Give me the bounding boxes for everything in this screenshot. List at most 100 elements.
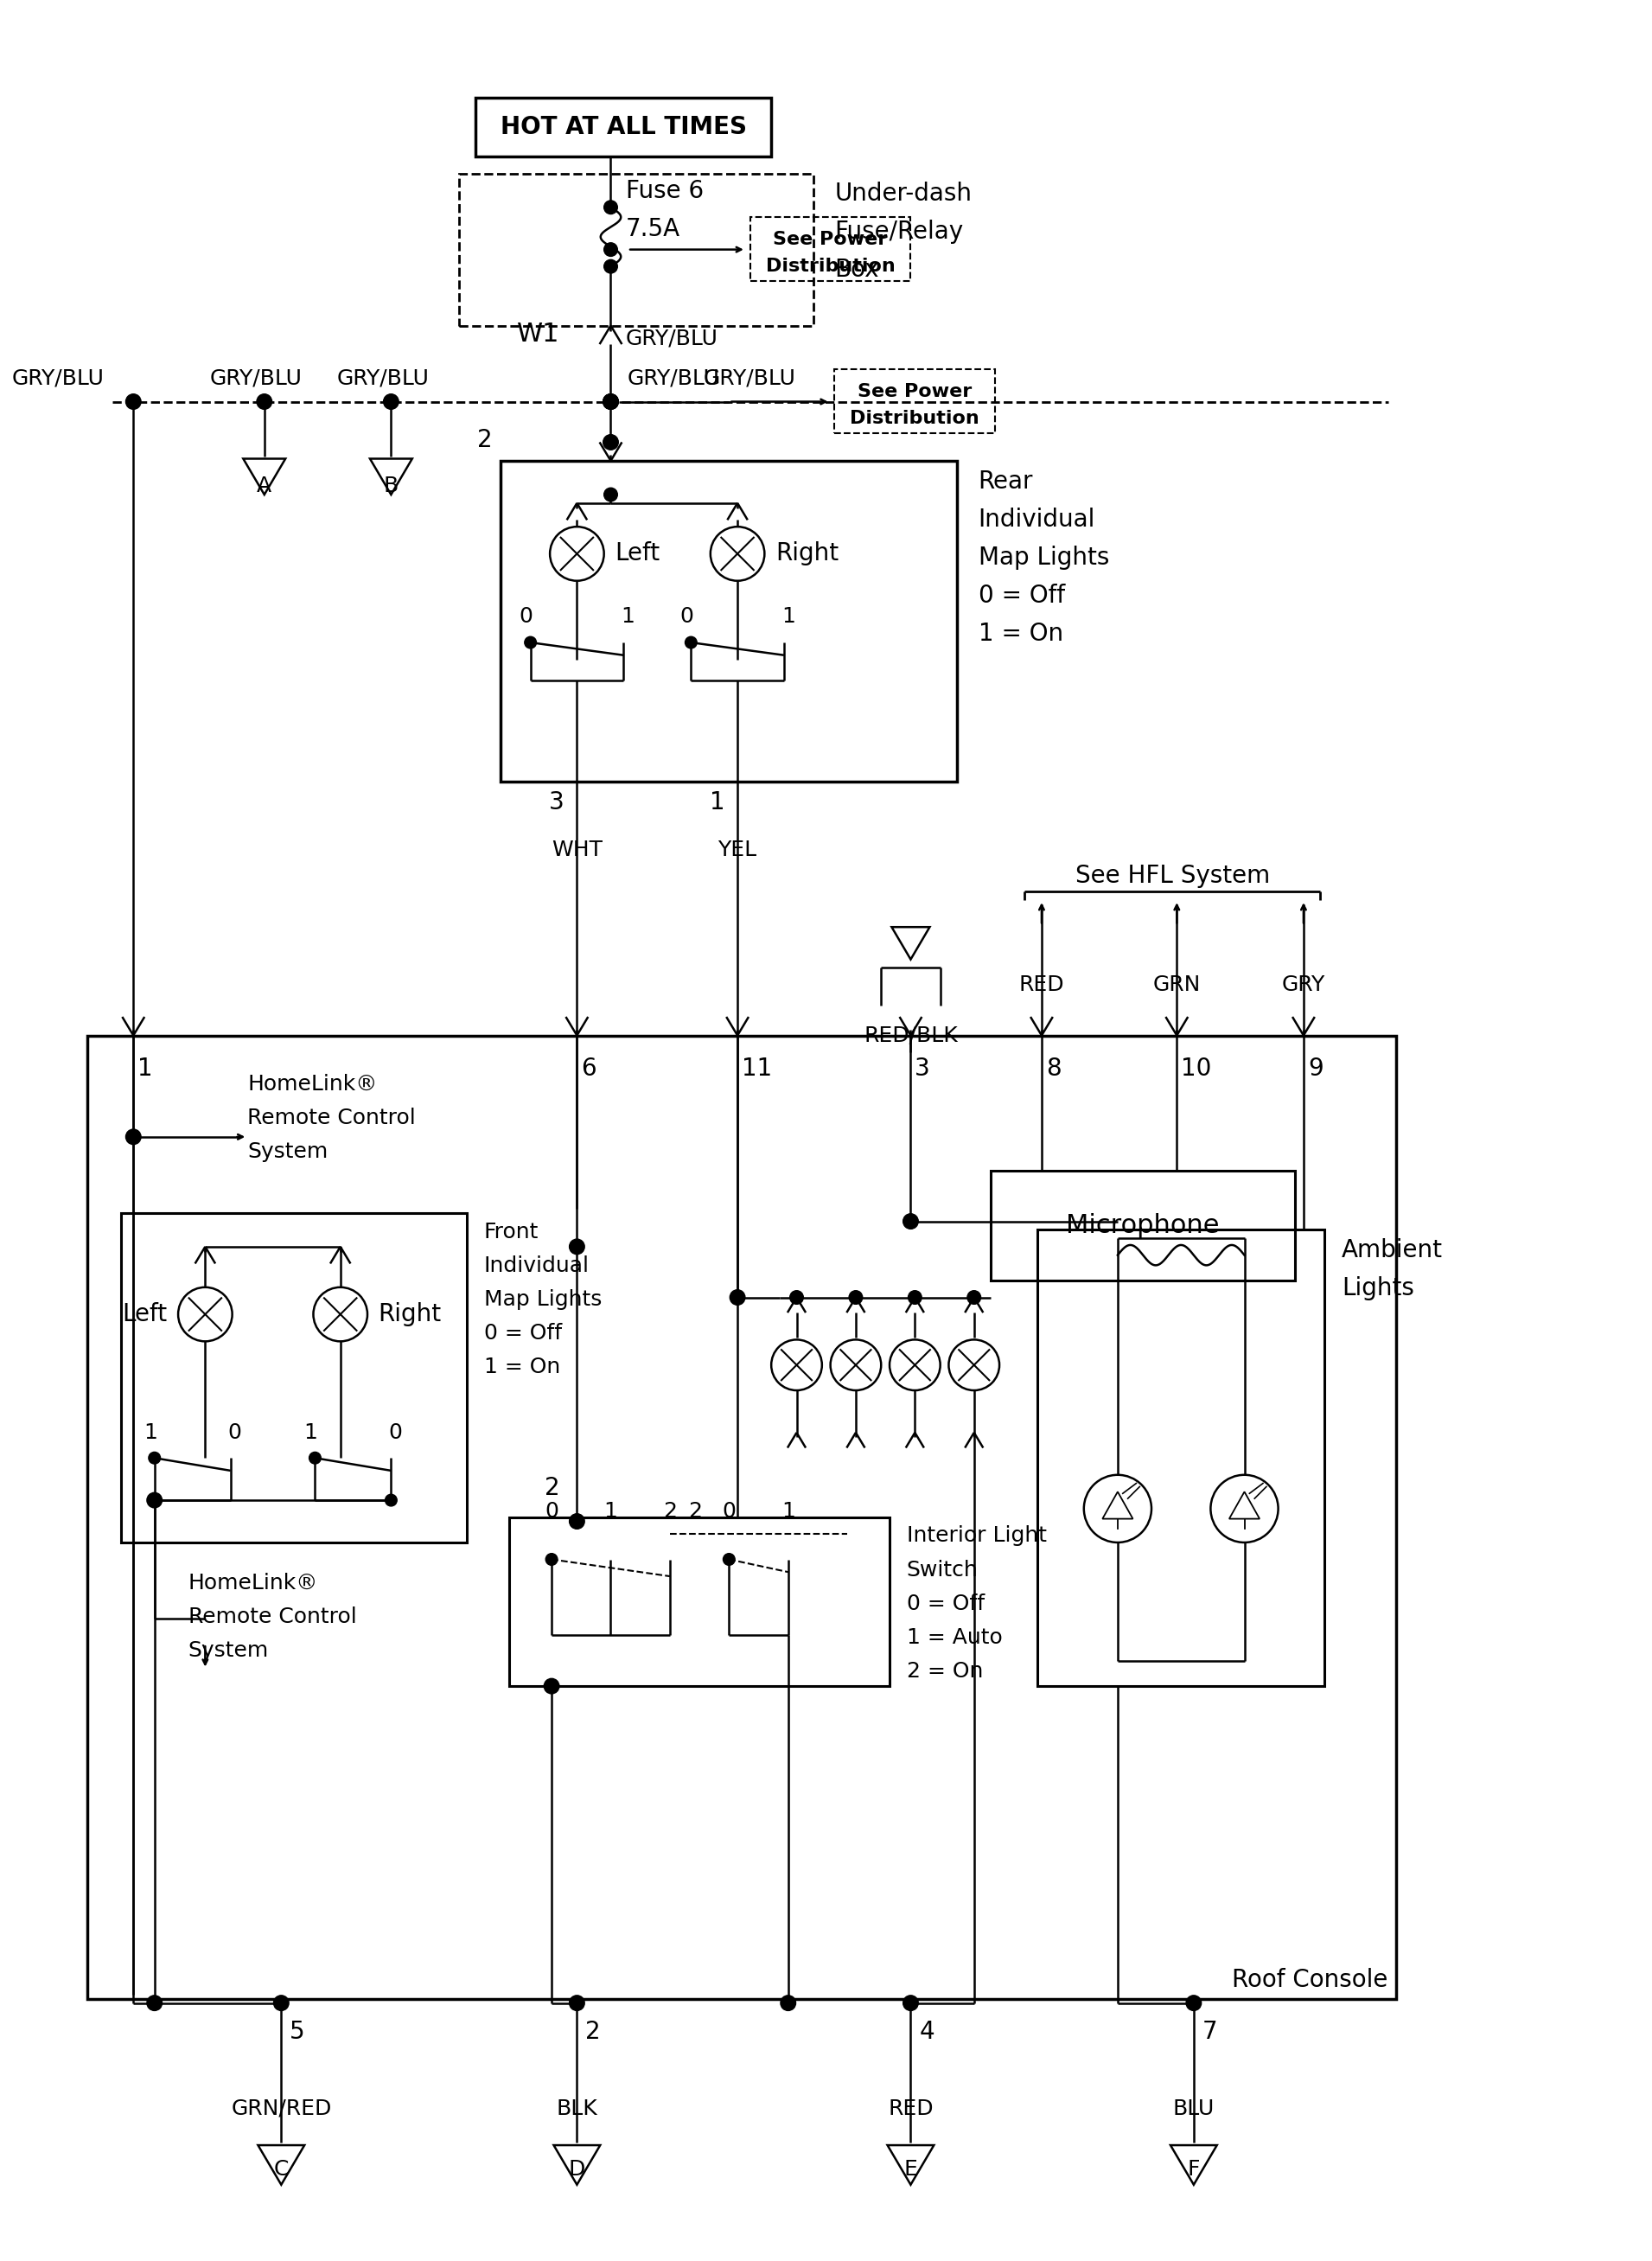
Text: GRY/BLU: GRY/BLU	[12, 369, 104, 389]
Text: F: F	[1188, 2159, 1199, 2180]
Text: 1: 1	[781, 606, 795, 626]
Text: BLU: BLU	[1173, 2098, 1214, 2119]
Circle shape	[147, 1492, 162, 1508]
Text: GRY/BLU: GRY/BLU	[337, 369, 430, 389]
Circle shape	[780, 1996, 796, 2010]
Text: Interior Light: Interior Light	[907, 1526, 1046, 1547]
Text: 0: 0	[545, 1501, 558, 1522]
Text: Right: Right	[775, 543, 839, 565]
Text: 2: 2	[545, 1476, 560, 1501]
Circle shape	[126, 393, 140, 409]
Circle shape	[385, 1495, 396, 1506]
Text: 0: 0	[722, 1501, 735, 1522]
Circle shape	[686, 638, 697, 649]
Text: RED: RED	[887, 2098, 933, 2119]
Text: 0: 0	[228, 1422, 241, 1443]
Circle shape	[603, 393, 618, 409]
Circle shape	[570, 1996, 585, 2010]
Text: Left: Left	[122, 1302, 167, 1327]
Text: 7: 7	[1203, 2019, 1218, 2044]
Text: GRY: GRY	[1282, 974, 1325, 995]
Text: C: C	[274, 2159, 289, 2180]
Text: 2: 2	[662, 1501, 677, 1522]
Text: HomeLink®: HomeLink®	[188, 1571, 319, 1594]
Text: 0: 0	[519, 606, 534, 626]
Circle shape	[605, 488, 618, 502]
Text: HOT AT ALL TIMES: HOT AT ALL TIMES	[501, 115, 747, 140]
Circle shape	[790, 1291, 803, 1305]
Circle shape	[274, 1996, 289, 2010]
Text: 9: 9	[1308, 1056, 1323, 1081]
Text: 1: 1	[144, 1422, 157, 1443]
Text: 4: 4	[919, 2019, 935, 2044]
Text: 2: 2	[689, 1501, 702, 1522]
Text: 0 = Off: 0 = Off	[907, 1594, 985, 1614]
Circle shape	[544, 1678, 558, 1693]
Text: GRN/RED: GRN/RED	[231, 2098, 332, 2119]
Bar	[991, 1171, 1295, 1280]
Text: Distribution: Distribution	[765, 258, 895, 276]
Text: Box: Box	[834, 258, 879, 283]
Circle shape	[149, 1495, 160, 1506]
Text: E: E	[904, 2159, 917, 2180]
Bar	[459, 174, 813, 326]
Text: GRY/BLU: GRY/BLU	[704, 369, 796, 389]
Text: 11: 11	[742, 1056, 771, 1081]
Circle shape	[1186, 1996, 1201, 2010]
Text: 1: 1	[710, 791, 725, 814]
Text: 1 = On: 1 = On	[978, 622, 1064, 647]
Bar	[509, 1517, 889, 1687]
Text: RED: RED	[1019, 974, 1064, 995]
Circle shape	[126, 1128, 140, 1144]
Text: 7.5A: 7.5A	[626, 217, 681, 242]
Text: See HFL System: See HFL System	[1075, 864, 1270, 889]
Text: 2: 2	[477, 427, 492, 452]
Text: W1: W1	[517, 321, 560, 346]
Bar	[834, 369, 995, 432]
Text: Switch: Switch	[907, 1560, 978, 1580]
Text: 8: 8	[1046, 1056, 1061, 1081]
Circle shape	[904, 1996, 919, 2010]
Text: 3: 3	[548, 791, 565, 814]
Text: Under-dash: Under-dash	[834, 181, 971, 206]
Circle shape	[603, 393, 618, 409]
Text: HomeLink®: HomeLink®	[248, 1074, 377, 1094]
Circle shape	[603, 434, 618, 450]
Text: 1: 1	[605, 1501, 618, 1522]
Text: Map Lights: Map Lights	[978, 545, 1108, 570]
Text: 1 = Auto: 1 = Auto	[907, 1628, 1003, 1648]
Circle shape	[849, 1291, 862, 1305]
Text: Fuse/Relay: Fuse/Relay	[834, 219, 963, 244]
Text: WHT: WHT	[552, 839, 603, 859]
Bar	[1037, 1230, 1325, 1687]
Bar	[88, 1036, 1396, 1999]
Text: A: A	[258, 475, 271, 497]
Circle shape	[570, 1513, 585, 1528]
Text: 1: 1	[781, 1501, 795, 1522]
Text: GRN: GRN	[1153, 974, 1201, 995]
Bar	[476, 97, 771, 156]
Text: 1: 1	[621, 606, 634, 626]
Text: Ambient: Ambient	[1341, 1239, 1442, 1262]
Circle shape	[525, 638, 537, 649]
Text: 3: 3	[915, 1056, 930, 1081]
Text: 0 = Off: 0 = Off	[978, 583, 1066, 608]
Circle shape	[968, 1291, 981, 1305]
Circle shape	[605, 242, 618, 255]
Text: Fuse 6: Fuse 6	[626, 179, 704, 203]
Text: System: System	[188, 1639, 269, 1662]
Text: 0 = Off: 0 = Off	[484, 1323, 562, 1343]
Circle shape	[605, 260, 618, 274]
Text: D: D	[568, 2159, 585, 2180]
Bar	[501, 461, 957, 782]
Text: Left: Left	[615, 543, 661, 565]
Text: GRY/BLU: GRY/BLU	[628, 369, 720, 389]
Text: Distribution: Distribution	[851, 409, 980, 427]
Text: 10: 10	[1181, 1056, 1211, 1081]
Text: Individual: Individual	[484, 1255, 590, 1275]
Text: 1 = On: 1 = On	[484, 1357, 560, 1377]
Text: YEL: YEL	[719, 839, 757, 859]
Text: Remote Control: Remote Control	[188, 1605, 357, 1628]
Text: 1: 1	[304, 1422, 317, 1443]
Circle shape	[383, 393, 398, 409]
